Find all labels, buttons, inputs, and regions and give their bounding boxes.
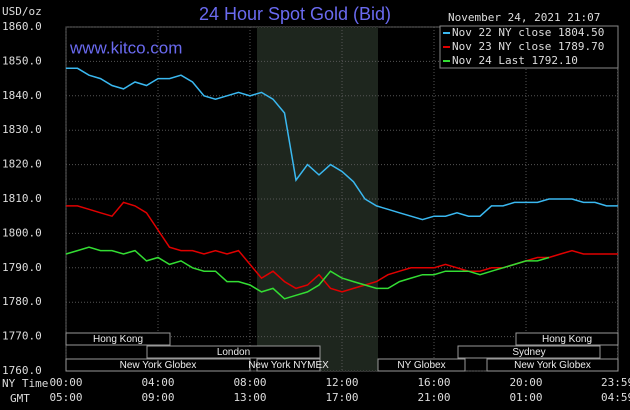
x-tick-label: 04:00	[141, 376, 174, 389]
y-tick-label: 1810.0	[2, 192, 42, 205]
x-tick-label: 16:00	[417, 376, 450, 389]
x-axis-label: NY Time	[2, 377, 48, 390]
legend-label: Nov 24 Last 1792.10	[452, 54, 578, 67]
session-box	[65, 358, 251, 372]
session-label: New York NYMEX	[248, 360, 329, 371]
y-tick-label: 1760.0	[2, 364, 42, 377]
session-box	[256, 358, 321, 372]
session-box	[515, 332, 619, 346]
x-tick-label: 20:00	[509, 376, 542, 389]
y-tick-label: 1790.0	[2, 261, 42, 274]
x-tick-label: 23:59	[601, 376, 630, 389]
session-box	[377, 358, 466, 372]
session-label: NY Globex	[397, 360, 445, 371]
chart-title: 24 Hour Spot Gold (Bid)	[199, 4, 391, 24]
x2-tick-label: 01:00	[509, 391, 542, 404]
x2-tick-label: 17:00	[325, 391, 358, 404]
timestamp: November 24, 2021 21:07	[448, 11, 600, 24]
y-tick-label: 1800.0	[2, 226, 42, 239]
x2-tick-label: 09:00	[141, 391, 174, 404]
x2-tick-label: 04:59	[601, 391, 630, 404]
x2-axis-label: GMT	[10, 392, 30, 405]
session-label: Hong Kong	[93, 334, 143, 345]
session-box	[65, 332, 171, 346]
legend-label: Nov 23 NY close 1789.70	[452, 40, 604, 53]
nymex-shade	[257, 27, 378, 371]
session-label: New York Globex	[120, 360, 197, 371]
x-tick-label: 00:00	[49, 376, 82, 389]
y-tick-label: 1860.0	[2, 20, 42, 33]
y-tick-label: 1820.0	[2, 158, 42, 171]
x2-tick-label: 05:00	[49, 391, 82, 404]
y-tick-label: 1840.0	[2, 89, 42, 102]
session-box	[457, 345, 601, 359]
x2-tick-label: 13:00	[233, 391, 266, 404]
session-label: Sydney	[512, 347, 545, 358]
series-line	[66, 67, 618, 221]
series-line	[65, 246, 550, 300]
y-tick-label: 1780.0	[2, 295, 42, 308]
y-axis-label: USD/oz	[2, 5, 42, 18]
session-label: London	[217, 347, 250, 358]
session-label: New York Globex	[514, 360, 591, 371]
y-tick-label: 1850.0	[2, 54, 42, 67]
y-tick-label: 1770.0	[2, 330, 42, 343]
y-tick-label: 1830.0	[2, 123, 42, 136]
x-tick-label: 12:00	[325, 376, 358, 389]
session-box	[146, 345, 321, 359]
legend-box	[439, 25, 619, 69]
legend-label: Nov 22 NY close 1804.50	[452, 26, 604, 39]
session-box	[486, 358, 619, 372]
x-tick-label: 08:00	[233, 376, 266, 389]
watermark: www.kitco.com	[69, 38, 182, 57]
session-label: Hong Kong	[542, 334, 592, 345]
x2-tick-label: 21:00	[417, 391, 450, 404]
